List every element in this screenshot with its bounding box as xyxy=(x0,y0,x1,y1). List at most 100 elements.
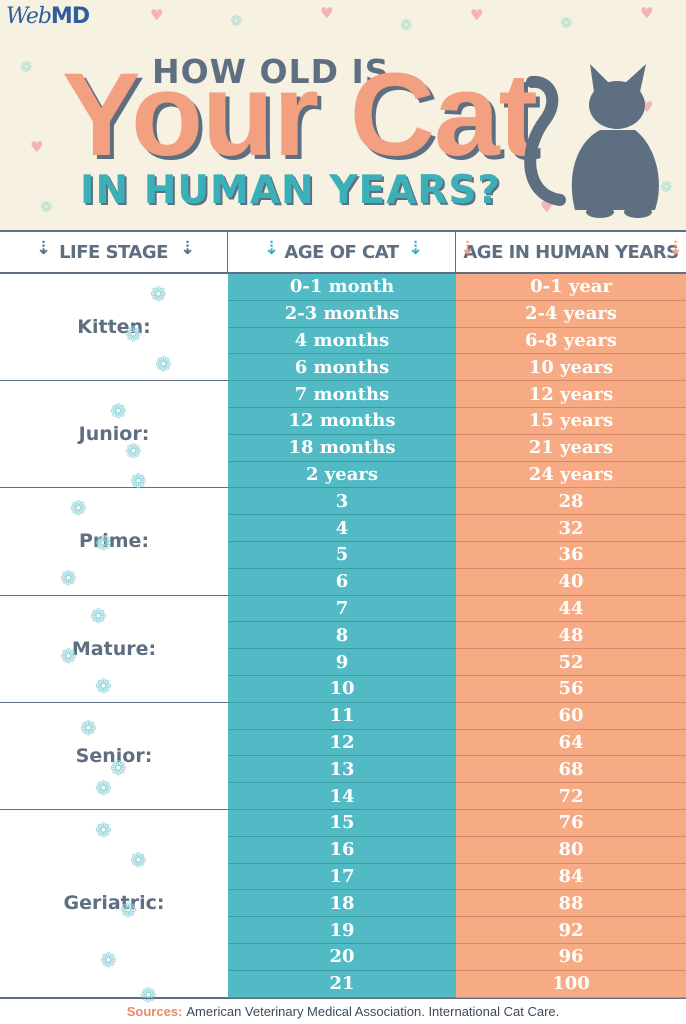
paw-print-icon: ❁ xyxy=(100,948,117,972)
cat-age-cell: 8 xyxy=(228,622,456,650)
human-age-cell: 2-4 years xyxy=(456,300,686,328)
human-age-cell: 100 xyxy=(456,970,686,998)
human-age-cell: 80 xyxy=(456,836,686,864)
table-row: 15 76 xyxy=(228,810,686,837)
table-row: 2-3 months 2-4 years xyxy=(228,300,686,328)
human-age-cell: 88 xyxy=(456,890,686,918)
human-age-cell: 6-8 years xyxy=(456,327,686,355)
table-row: 7 44 xyxy=(228,595,686,623)
heart-icon: ♥ xyxy=(150,6,164,24)
paw-print-icon: ❁ xyxy=(110,755,127,780)
table-row: 10 56 xyxy=(228,676,686,703)
table-row: 18 months 21 years xyxy=(228,434,686,462)
table-row: 11 60 xyxy=(228,702,686,730)
table-row: 14 72 xyxy=(228,783,686,810)
human-age-cell: 92 xyxy=(456,917,686,944)
heart-icon: ♥ xyxy=(320,4,334,22)
table-row: 18 88 xyxy=(228,890,686,918)
paw-print-icon: ❁ xyxy=(140,983,157,1007)
human-age-cell: 60 xyxy=(456,702,686,730)
cat-age-cell: 6 months xyxy=(228,354,456,382)
cat-age-cell: 17 xyxy=(228,863,456,891)
human-age-cell: 56 xyxy=(456,676,686,703)
cat-age-cell: 12 xyxy=(228,729,456,757)
cat-age-cell: 11 xyxy=(228,702,456,730)
cat-age-cell: 4 months xyxy=(228,327,456,355)
life-stage-label: Senior: xyxy=(75,744,153,767)
cat-age-cell: 15 xyxy=(228,810,456,837)
cat-age-cell: 2-3 months xyxy=(228,300,456,328)
human-age-cell: 36 xyxy=(456,542,686,569)
table-row: 0-1 month 0-1 year xyxy=(228,274,686,301)
table-row: 4 months 6-8 years xyxy=(228,327,686,355)
human-age-cell: 76 xyxy=(456,810,686,837)
cat-age-cell: 21 xyxy=(228,970,456,998)
cat-age-cell: 10 xyxy=(228,676,456,703)
cat-age-cell: 0-1 month xyxy=(228,274,456,301)
human-age-cell: 44 xyxy=(456,595,686,623)
table-row: 20 96 xyxy=(228,944,686,971)
cat-age-cell: 7 months xyxy=(228,381,456,408)
table-row: 7 months 12 years xyxy=(228,381,686,408)
title-line-3: IN HUMAN YEARS? xyxy=(80,168,502,213)
sources-text: American Veterinary Medical Association.… xyxy=(186,1004,560,1019)
table-row: 21 100 xyxy=(228,970,686,998)
paw-print-icon: ❁ xyxy=(130,469,147,494)
paw-print-icon: ❁ xyxy=(230,12,243,30)
human-age-cell: 72 xyxy=(456,783,686,810)
table-row: 6 months 10 years xyxy=(228,354,686,382)
table-row: 8 48 xyxy=(228,622,686,650)
paw-print-icon: ❁ xyxy=(560,14,573,32)
heart-icon: ♥ xyxy=(30,138,44,156)
human-age-cell: 84 xyxy=(456,863,686,891)
cat-age-cell: 6 xyxy=(228,568,456,596)
paw-print-icon: ❁ xyxy=(60,566,77,591)
paw-print-icon: ❁ xyxy=(120,898,137,922)
paw-print-icon: ❁ xyxy=(95,673,112,698)
human-age-cell: 12 years xyxy=(456,381,686,408)
human-age-cell: 32 xyxy=(456,515,686,542)
paw-print-icon: ❁ xyxy=(95,818,112,842)
cat-age-cell: 4 xyxy=(228,515,456,542)
webmd-logo[interactable]: WebMD xyxy=(6,4,90,29)
table-row: 2 years 24 years xyxy=(228,461,686,489)
life-stage-label: Mature: xyxy=(71,637,157,660)
paw-print-icon: ❁ xyxy=(400,16,413,34)
table-row: 17 84 xyxy=(228,863,686,891)
arrow-down-icon: ⇣ xyxy=(180,238,196,259)
paw-print-icon: ❁ xyxy=(60,643,77,668)
table-row: 13 68 xyxy=(228,756,686,784)
table-row: 19 92 xyxy=(228,917,686,944)
table-row: 5 36 xyxy=(228,542,686,569)
human-age-cell: 64 xyxy=(456,729,686,757)
heart-icon: ♥ xyxy=(640,4,654,22)
column-header-life-stage: ⇣ LIFE STAGE ⇣ xyxy=(0,232,228,272)
paw-print-icon: ❁ xyxy=(40,198,53,216)
paw-print-icon: ❁ xyxy=(90,603,107,628)
sources-label: Sources: xyxy=(126,1004,183,1019)
life-stage-kitten: ❁ ❁ ❁ Kitten: xyxy=(0,274,228,382)
column-header-age-of-cat: ⇣ AGE OF CAT ⇣ xyxy=(228,232,456,272)
paw-print-icon: ❁ xyxy=(80,715,97,740)
human-age-cell: 52 xyxy=(456,649,686,676)
header-banner: ♥ ❁ ♥ ❁ ♥ ❁ ♥ ❁ ♥ ♥ ❁ ❁ ♥ WebMD HOW OLD … xyxy=(0,0,686,230)
heart-icon: ♥ xyxy=(470,6,484,24)
cat-age-cell: 9 xyxy=(228,649,456,676)
arrow-down-icon: ⇣ xyxy=(36,238,52,259)
arrow-down-icon: ⇣ xyxy=(460,238,476,259)
title-line-1: HOW OLD IS xyxy=(152,52,390,91)
cat-age-cell: 19 xyxy=(228,917,456,944)
cat-age-cell: 2 years xyxy=(228,461,456,489)
title-line-2: Your Cat xyxy=(62,49,538,181)
life-stage-label: Prime: xyxy=(78,530,150,553)
paw-print-icon: ❁ xyxy=(70,496,87,521)
human-age-cell: 0-1 year xyxy=(456,274,686,301)
column-headers: ⇣ LIFE STAGE ⇣ ⇣ AGE OF CAT ⇣ ⇣ AGE IN H… xyxy=(0,230,686,274)
life-stage-label: Junior: xyxy=(78,423,150,446)
sources-footer: Sources: American Veterinary Medical Ass… xyxy=(0,998,686,1024)
human-age-cell: 28 xyxy=(456,488,686,516)
human-age-cell: 15 years xyxy=(456,408,686,435)
human-age-cell: 40 xyxy=(456,568,686,596)
paw-print-icon: ❁ xyxy=(660,178,673,196)
paw-print-icon: ❁ xyxy=(150,282,167,306)
